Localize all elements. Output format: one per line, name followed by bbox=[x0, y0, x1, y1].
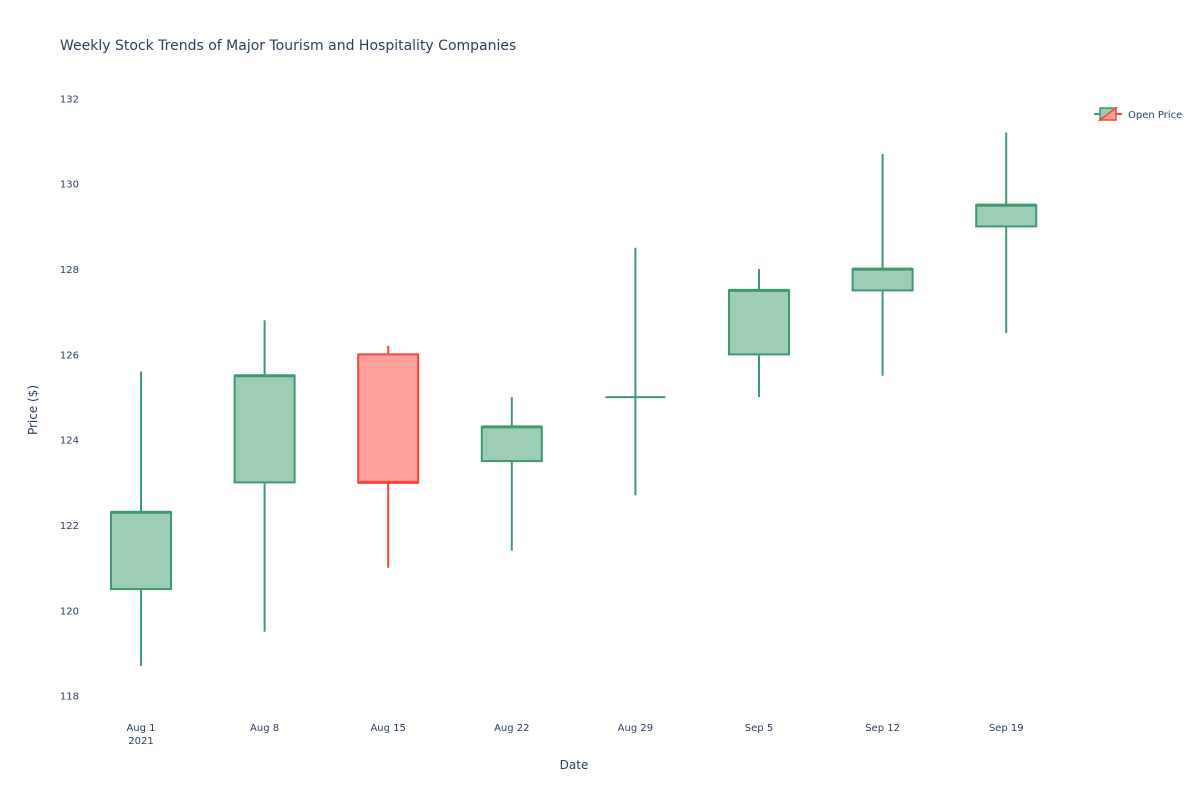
y-tick-label: 120 bbox=[60, 606, 79, 617]
x-tick-label: Aug 29 bbox=[618, 723, 653, 734]
y-tick-label: 124 bbox=[60, 436, 79, 447]
x-tick-label: Sep 5 bbox=[745, 723, 773, 734]
y-tick-label: 122 bbox=[60, 521, 79, 532]
legend[interactable]: Open Price bbox=[1094, 106, 1182, 122]
candle bbox=[357, 345, 420, 568]
y-tick-label: 130 bbox=[60, 180, 79, 191]
candle bbox=[728, 269, 790, 398]
x-tick-label: Aug 22 bbox=[494, 723, 529, 734]
x-tick-label: Aug 8 bbox=[250, 723, 279, 734]
candle bbox=[110, 371, 172, 666]
y-tick-label: 126 bbox=[60, 350, 79, 361]
x-tick-label: Sep 19 bbox=[989, 723, 1024, 734]
legend-label: Open Price bbox=[1128, 110, 1182, 121]
y-tick-label: 132 bbox=[60, 94, 79, 105]
candle-body bbox=[233, 374, 296, 484]
y-axis-title: Price ($) bbox=[26, 385, 40, 435]
candle bbox=[605, 247, 666, 496]
x-tick-label: Aug 15 bbox=[370, 723, 405, 734]
y-tick-label: 128 bbox=[60, 265, 79, 276]
candle-body bbox=[975, 204, 1038, 228]
candle-body bbox=[480, 425, 543, 463]
chart-title: Weekly Stock Trends of Major Tourism and… bbox=[60, 38, 516, 54]
candle bbox=[975, 132, 1038, 334]
y-tick-label: 118 bbox=[60, 692, 79, 703]
candle bbox=[851, 153, 914, 376]
x-tick-year: 2021 bbox=[128, 736, 153, 747]
candle-body bbox=[110, 511, 172, 591]
candle-body bbox=[851, 268, 914, 292]
candle-body bbox=[357, 353, 420, 484]
legend-swatch-decreasing bbox=[1097, 106, 1117, 121]
x-axis-title: Date bbox=[560, 758, 589, 772]
y-axis-ticks: 118 120 122 124 126 128 130 132 bbox=[60, 94, 79, 702]
x-tick-label: Aug 1 bbox=[126, 723, 155, 734]
candle bbox=[480, 397, 543, 551]
x-axis-ticks: Aug 1 Aug 8 Aug 15 Aug 22 Aug 29 Sep 5 Sep 12 S… bbox=[126, 723, 1023, 747]
x-tick-label: Sep 12 bbox=[865, 723, 900, 734]
candle-body bbox=[728, 289, 790, 356]
candle bbox=[233, 320, 296, 632]
candles bbox=[110, 132, 1038, 666]
